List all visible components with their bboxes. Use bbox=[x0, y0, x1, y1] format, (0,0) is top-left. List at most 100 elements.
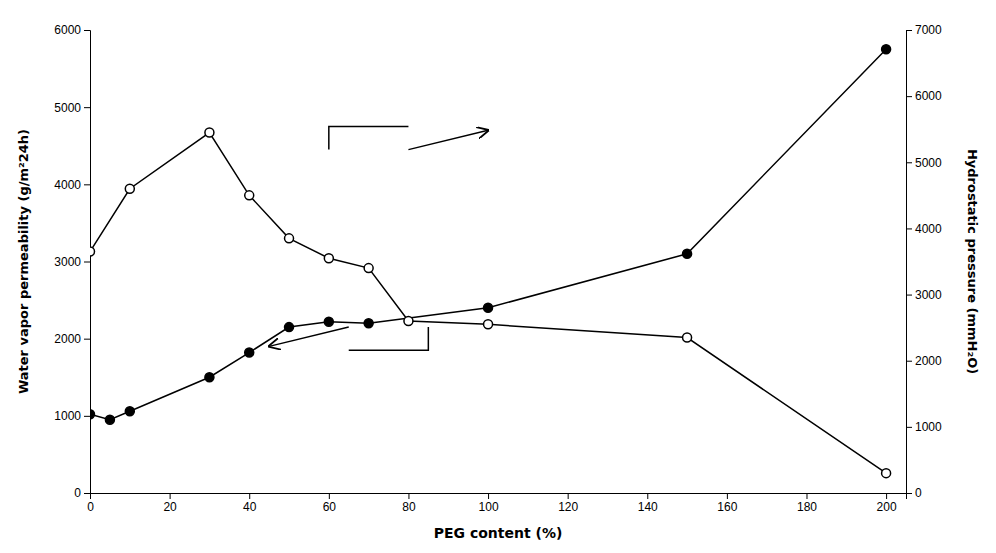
tick-label: 40 bbox=[243, 500, 257, 514]
tick: 2000 bbox=[906, 354, 942, 368]
tick-mark bbox=[249, 493, 250, 499]
y-axis-title: Water vapor permeability (g/m²24h) bbox=[16, 129, 31, 394]
tick-mark bbox=[170, 493, 171, 499]
point bbox=[364, 264, 373, 273]
tick-mark bbox=[906, 295, 912, 296]
tick-mark bbox=[84, 107, 90, 108]
tick-mark bbox=[906, 162, 912, 163]
tick-mark bbox=[84, 30, 90, 31]
tick: 5000 bbox=[54, 101, 90, 115]
tick: 3000 bbox=[54, 255, 90, 269]
series bbox=[90, 45, 891, 424]
tick-label: 100 bbox=[479, 500, 499, 514]
tick-mark bbox=[886, 493, 887, 499]
point bbox=[404, 317, 413, 326]
annotation-arrow bbox=[408, 130, 488, 149]
point bbox=[364, 319, 373, 328]
series bbox=[90, 128, 891, 478]
tick-mark bbox=[806, 493, 807, 499]
point bbox=[285, 234, 294, 243]
tick: 2000 bbox=[54, 332, 90, 346]
tick: 0 bbox=[74, 486, 90, 500]
x-axis-line bbox=[91, 494, 907, 500]
x-axis-title: PEG content (%) bbox=[434, 525, 563, 541]
tick: 80 bbox=[402, 493, 416, 514]
tick-label: 60 bbox=[323, 500, 337, 514]
tick-label: 120 bbox=[558, 500, 578, 514]
tick-label: 80 bbox=[402, 500, 416, 514]
tick-mark bbox=[84, 493, 90, 494]
data-layer bbox=[90, 45, 891, 478]
tick-mark bbox=[84, 184, 90, 185]
point bbox=[205, 373, 214, 382]
tick-label: 4000 bbox=[915, 222, 942, 236]
y2-axis: 0 1000 2000 3000 4000 5000 6000 7000 bbox=[906, 23, 942, 500]
tick-mark bbox=[84, 262, 90, 263]
tick: 200 bbox=[877, 493, 897, 514]
tick: 60 bbox=[323, 493, 337, 514]
point bbox=[90, 410, 95, 419]
tick-mark bbox=[906, 228, 912, 229]
point bbox=[484, 303, 493, 312]
tick: 180 bbox=[797, 493, 817, 514]
tick-label: 4000 bbox=[54, 178, 81, 192]
tick-mark bbox=[906, 361, 912, 362]
tick-mark bbox=[408, 493, 409, 499]
tick: 140 bbox=[638, 493, 658, 514]
tick: 120 bbox=[558, 493, 578, 514]
tick-label: 6000 bbox=[54, 23, 81, 37]
tick-label: 160 bbox=[717, 500, 737, 514]
tick-label: 7000 bbox=[915, 23, 942, 37]
tick-label: 0 bbox=[74, 486, 81, 500]
annotation-arrow bbox=[269, 327, 349, 346]
tick: 1000 bbox=[54, 409, 90, 423]
tick: 4000 bbox=[54, 178, 90, 192]
tick: 3000 bbox=[906, 288, 942, 302]
tick: 5000 bbox=[906, 156, 942, 170]
tick-label: 0 bbox=[915, 486, 922, 500]
tick: 7000 bbox=[906, 23, 942, 37]
tick: 20 bbox=[163, 493, 177, 514]
tick-mark bbox=[906, 427, 912, 428]
tick-mark bbox=[488, 493, 489, 499]
y-axis: 0 1000 2000 3000 4000 5000 6000 bbox=[54, 23, 90, 500]
tick-mark bbox=[727, 493, 728, 499]
tick-label: 5000 bbox=[54, 101, 81, 115]
tick-label: 200 bbox=[877, 500, 897, 514]
tick-mark bbox=[329, 493, 330, 499]
tick-label: 3000 bbox=[54, 255, 81, 269]
y2-axis-title: Hydrostatic pressure (mmH₂O) bbox=[965, 149, 980, 374]
tick: 0 bbox=[906, 486, 922, 500]
point bbox=[324, 254, 333, 263]
tick: 6000 bbox=[54, 23, 90, 37]
chart: 0204060801001201401601802000100020003000… bbox=[0, 0, 996, 553]
point bbox=[683, 249, 692, 258]
tick-label: 20 bbox=[163, 500, 177, 514]
tick-label: 2000 bbox=[915, 354, 942, 368]
tick: 4000 bbox=[906, 222, 942, 236]
tick: 6000 bbox=[906, 89, 942, 103]
tick-label: 1000 bbox=[915, 420, 942, 434]
tick: 100 bbox=[479, 493, 499, 514]
y-axis-line bbox=[84, 31, 91, 494]
tick-label: 6000 bbox=[915, 89, 942, 103]
tick-mark bbox=[647, 493, 648, 499]
plot: 0204060801001201401601802000100020003000… bbox=[16, 23, 980, 541]
annotation-bracket bbox=[329, 126, 409, 149]
tick-mark bbox=[568, 493, 569, 499]
y2-axis-line bbox=[907, 31, 913, 494]
tick: 0 bbox=[87, 493, 94, 514]
tick: 1000 bbox=[906, 420, 942, 434]
line bbox=[90, 133, 886, 474]
tick-label: 0 bbox=[87, 500, 94, 514]
tick-label: 1000 bbox=[54, 409, 81, 423]
tick-mark bbox=[906, 30, 912, 31]
point bbox=[484, 320, 493, 329]
point bbox=[683, 333, 692, 342]
point bbox=[882, 45, 891, 54]
tick-mark bbox=[84, 339, 90, 340]
tick-label: 3000 bbox=[915, 288, 942, 302]
tick-label: 140 bbox=[638, 500, 658, 514]
x-axis: 0 20 40 60 80 100 120 140 160 180 200 bbox=[87, 493, 906, 514]
point bbox=[882, 469, 891, 478]
